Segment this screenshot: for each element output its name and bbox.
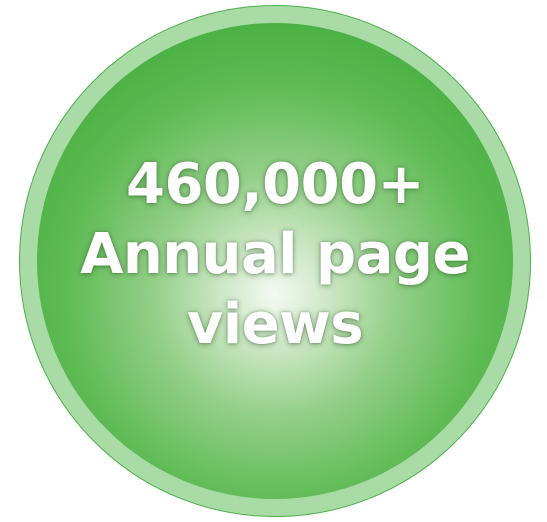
badge-value: 460,000+: [126, 152, 424, 217]
badge-inner-disc: [37, 23, 513, 499]
badge-caption-line-2: views: [186, 292, 364, 357]
badge-label: 460,000+ Annual page views: [37, 23, 513, 499]
badge-caption-line-1: Annual page: [80, 222, 470, 287]
